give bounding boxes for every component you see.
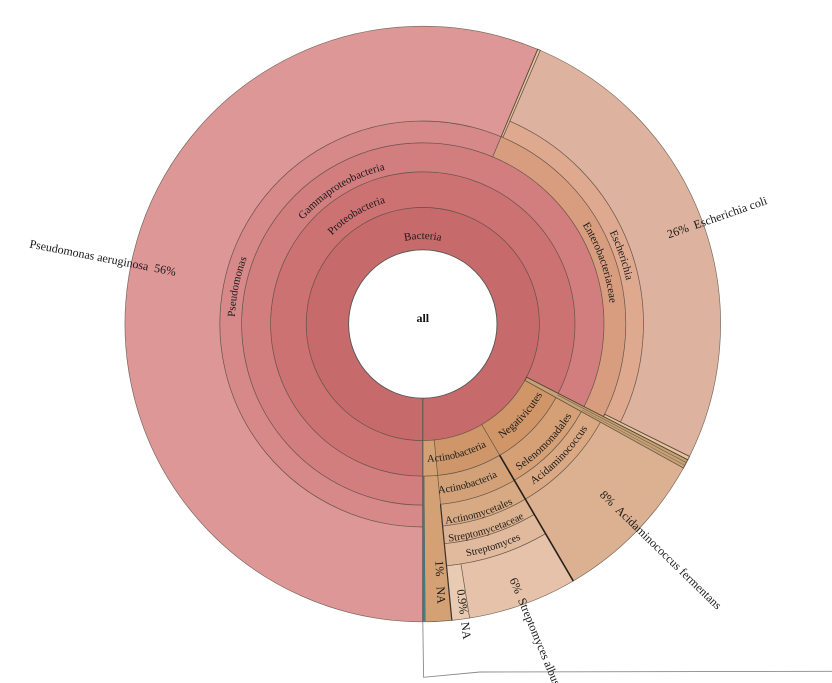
svg-text:0.9%: 0.9% (454, 588, 471, 615)
svg-text:1%: 1% (432, 560, 447, 577)
svg-text:NA: NA (434, 586, 449, 604)
svg-text:Bacteria: Bacteria (403, 230, 443, 244)
svg-text:all: all (416, 311, 429, 325)
svg-text:NA: NA (458, 621, 474, 640)
